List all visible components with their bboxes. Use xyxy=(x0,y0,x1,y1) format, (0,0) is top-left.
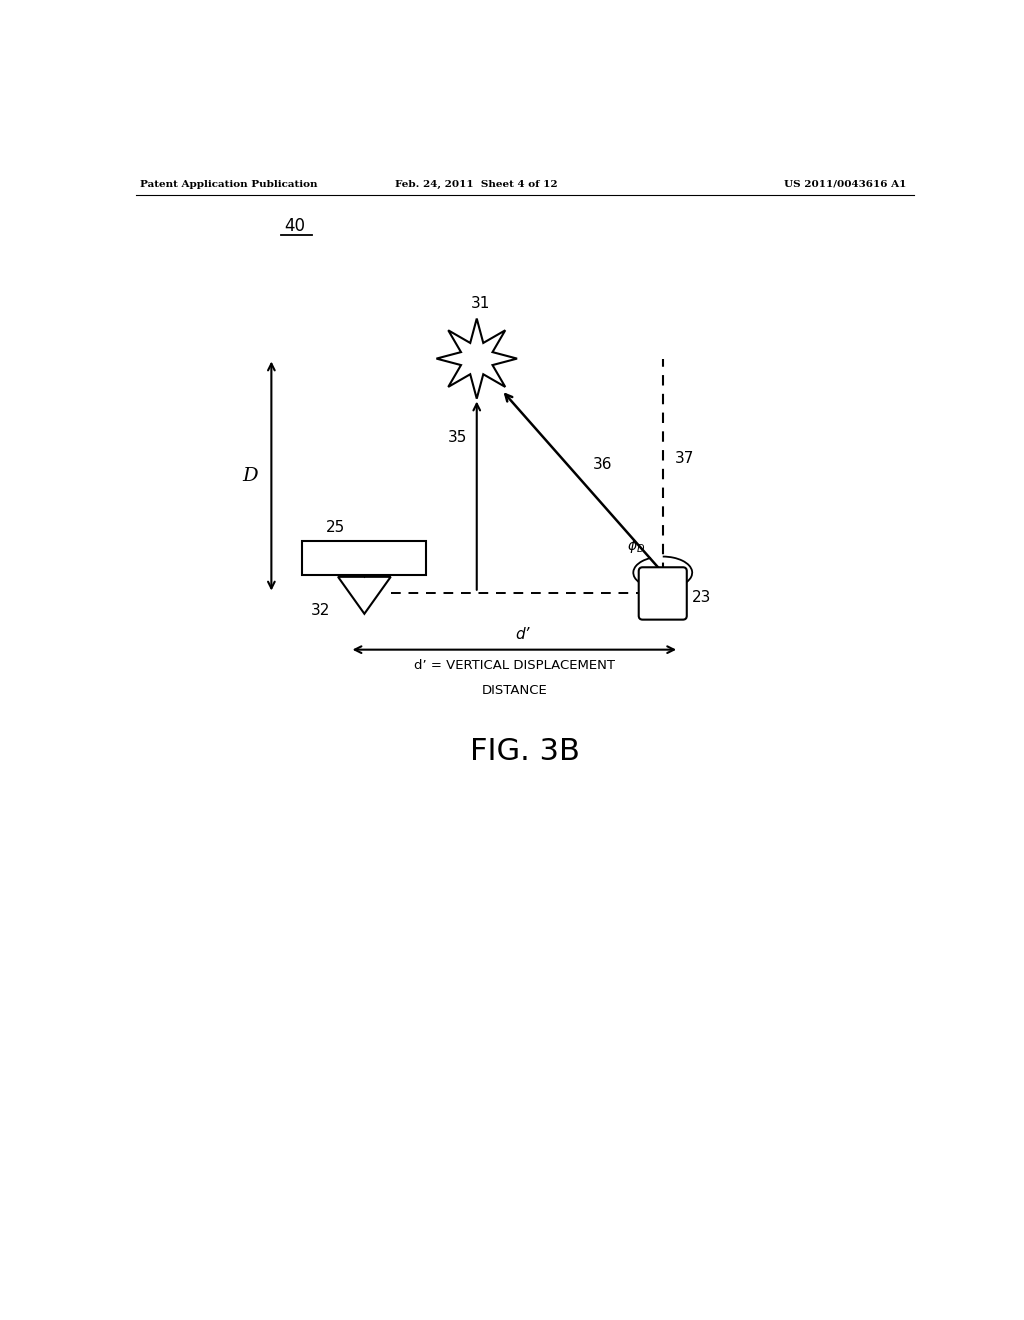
Text: Patent Application Publication: Patent Application Publication xyxy=(139,180,317,189)
Text: D: D xyxy=(242,467,257,484)
Text: 40: 40 xyxy=(284,218,305,235)
Polygon shape xyxy=(436,318,517,399)
Text: US 2011/0043616 A1: US 2011/0043616 A1 xyxy=(784,180,907,189)
Text: 36: 36 xyxy=(593,457,612,473)
Text: d’: d’ xyxy=(515,627,529,642)
Text: DISPLAY DEVICE: DISPLAY DEVICE xyxy=(316,552,412,565)
Text: $\phi_D$: $\phi_D$ xyxy=(627,537,645,554)
Text: 37: 37 xyxy=(675,451,693,466)
Text: DISTANCE: DISTANCE xyxy=(481,684,547,697)
FancyBboxPatch shape xyxy=(639,568,687,619)
Bar xyxy=(302,541,426,576)
Text: 25: 25 xyxy=(326,520,345,535)
Text: 32: 32 xyxy=(311,603,331,618)
Text: 23: 23 xyxy=(692,590,712,605)
Text: Feb. 24, 2011  Sheet 4 of 12: Feb. 24, 2011 Sheet 4 of 12 xyxy=(395,180,558,189)
Text: d’ = VERTICAL DISPLACEMENT: d’ = VERTICAL DISPLACEMENT xyxy=(414,659,614,672)
Text: 35: 35 xyxy=(449,430,467,445)
Text: FIG. 3B: FIG. 3B xyxy=(470,737,580,766)
Text: 31: 31 xyxy=(471,296,490,312)
